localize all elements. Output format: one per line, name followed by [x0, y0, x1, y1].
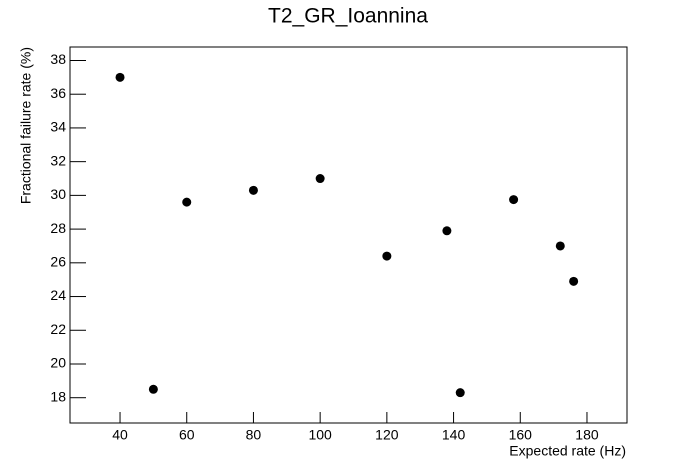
- y-tick-label: 24: [50, 287, 66, 303]
- y-tick-label: 34: [50, 119, 66, 135]
- y-tick-label: 38: [50, 51, 66, 67]
- x-tick-label: 120: [375, 427, 399, 443]
- y-tick-label: 36: [50, 85, 66, 101]
- data-point: [442, 226, 452, 236]
- y-tick-label: 22: [50, 321, 66, 337]
- data-point: [455, 388, 465, 398]
- y-tick-label: 26: [50, 254, 66, 270]
- chart-title: T2_GR_Ioannina: [268, 5, 428, 28]
- data-point: [509, 195, 519, 205]
- x-tick-label: 100: [308, 427, 332, 443]
- y-axis-title: Fractional failure rate (%): [18, 47, 34, 204]
- x-tick-label: 80: [246, 427, 262, 443]
- x-axis-title: Expected rate (Hz): [509, 443, 626, 459]
- data-point: [148, 384, 158, 394]
- x-tick-label: 60: [179, 427, 195, 443]
- data-point: [569, 276, 579, 286]
- y-tick-label: 20: [50, 355, 66, 371]
- x-tick-label: 180: [575, 427, 599, 443]
- plot-frame: [69, 46, 628, 424]
- data-point: [115, 72, 125, 82]
- data-point: [248, 185, 258, 195]
- y-tick-label: 30: [50, 186, 66, 202]
- x-tick-label: 40: [112, 427, 128, 443]
- data-point: [182, 197, 192, 207]
- x-tick-label: 160: [509, 427, 533, 443]
- y-tick-label: 28: [50, 220, 66, 236]
- x-tick-label: 140: [442, 427, 466, 443]
- data-point: [382, 251, 392, 261]
- y-tick-label: 32: [50, 152, 66, 168]
- y-tick-label: 18: [50, 388, 66, 404]
- data-point: [315, 174, 325, 184]
- data-point: [555, 241, 565, 251]
